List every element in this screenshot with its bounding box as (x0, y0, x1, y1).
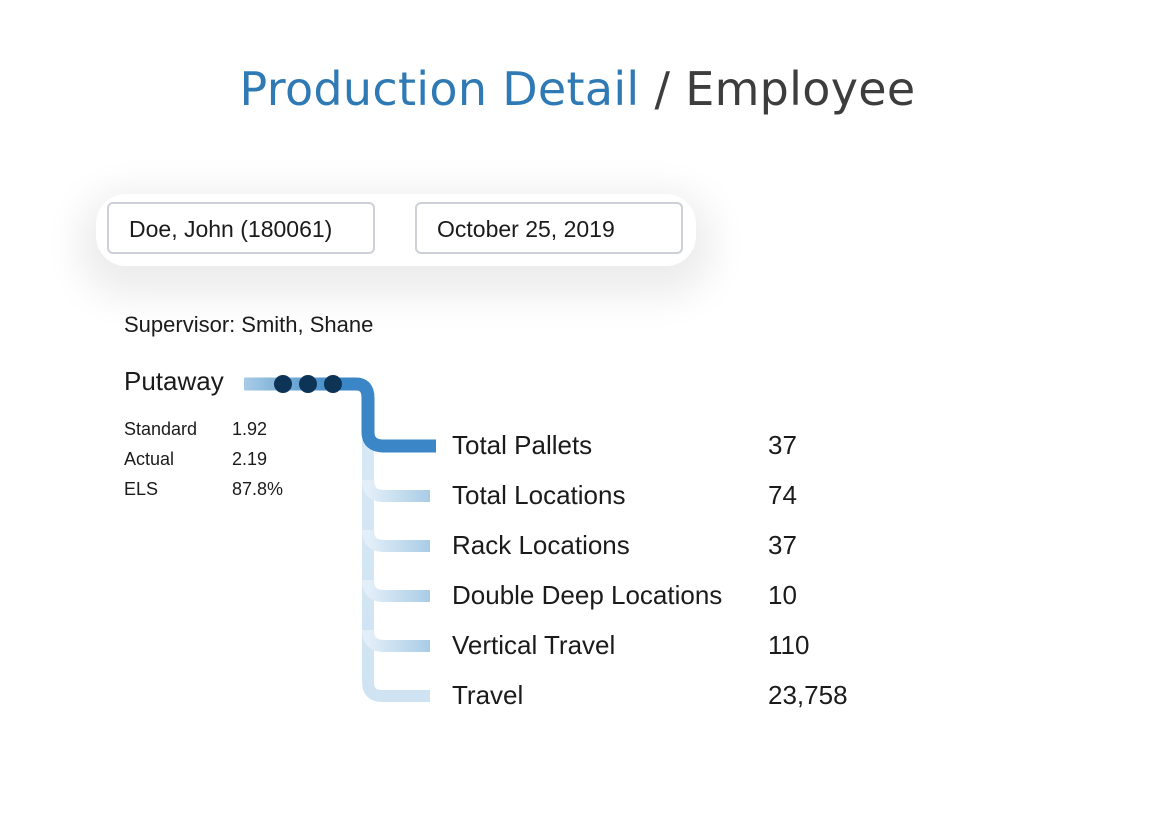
connector-branch (362, 529, 430, 552)
connector-branch (362, 629, 430, 652)
metric-label: Travel (452, 680, 524, 710)
connector-trunk (362, 440, 430, 702)
category-name: Putaway (124, 366, 224, 396)
metric-row: Vertical Travel 110 (452, 627, 848, 677)
connector-branch (362, 579, 430, 602)
supervisor-name: Smith, Shane (241, 312, 374, 337)
metric-label: Total Pallets (452, 430, 593, 460)
metric-row: Double Deep Locations 10 (452, 577, 848, 627)
connector-branch (362, 479, 430, 502)
date-selector[interactable]: October 25, 2019 (415, 202, 683, 254)
three-dots-icon[interactable] (274, 375, 342, 393)
kpi-row: Actual 2.19 (124, 448, 283, 478)
page-title-sub: Employee (685, 62, 916, 116)
metric-label: Rack Locations (452, 530, 630, 560)
metric-list: Total Pallets 37 Total Locations 74 Rack… (452, 427, 848, 727)
kpi-row: Standard 1.92 (124, 418, 283, 448)
kpi-value: 87.8% (232, 479, 284, 499)
kpi-label: ELS (124, 479, 159, 499)
kpi-label: Actual (124, 449, 175, 469)
supervisor-label: Supervisor: (124, 312, 236, 337)
kpi-list: Standard 1.92 Actual 2.19 ELS 87.8% (124, 418, 283, 508)
kpi-row: ELS 87.8% (124, 478, 283, 508)
connector-main (244, 377, 436, 453)
metric-row: Travel 23,758 (452, 677, 848, 727)
metric-row: Rack Locations 37 (452, 527, 848, 577)
kpi-value: 2.19 (232, 449, 268, 469)
metric-row: Total Locations 74 (452, 477, 848, 527)
supervisor-info: Supervisor: Smith, Shane (124, 312, 379, 338)
employee-selector[interactable]: Doe, John (180061) (107, 202, 375, 254)
metric-label: Vertical Travel (452, 630, 616, 660)
metric-value: 110 (768, 630, 810, 660)
kpi-label: Standard (124, 419, 198, 439)
metric-value: 74 (768, 480, 797, 510)
metric-value: 37 (768, 530, 797, 560)
metric-value: 37 (768, 430, 797, 460)
metric-row: Total Pallets 37 (452, 427, 848, 477)
metric-label: Double Deep Locations (452, 580, 723, 610)
kpi-value: 1.92 (232, 419, 268, 439)
metric-value: 10 (768, 580, 797, 610)
metric-label: Total Locations (452, 480, 626, 510)
page-title-main: Production Detail (239, 62, 640, 116)
page-title: Production Detail / Employee (0, 62, 1155, 117)
page-title-separator: / (654, 62, 671, 116)
metric-value: 23,758 (768, 680, 848, 710)
